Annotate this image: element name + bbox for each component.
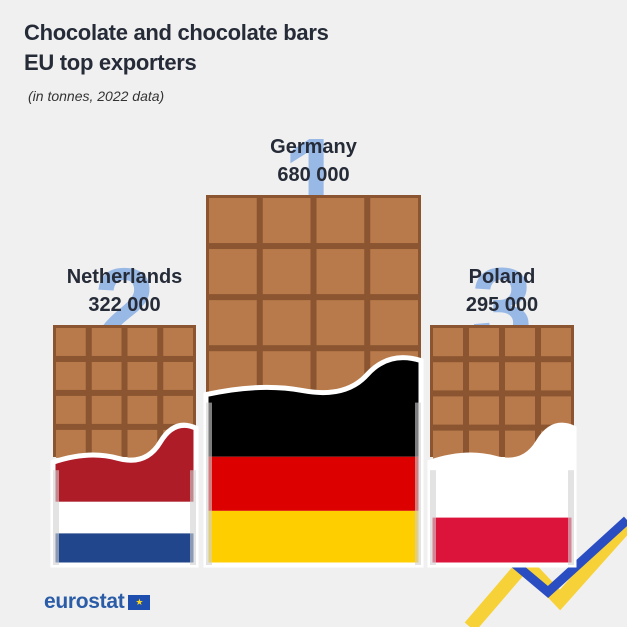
- eurostat-logo: eurostat ★: [44, 590, 151, 614]
- chocolate-piece: [56, 361, 86, 390]
- chocolate-piece: [316, 198, 365, 244]
- chocolate-piece: [433, 328, 463, 357]
- wrapper-edge: [203, 355, 424, 568]
- value-label: 680 000: [277, 164, 349, 186]
- chocolate-piece: [469, 328, 499, 357]
- chocolate-piece: [370, 198, 418, 244]
- chocolate-piece: [209, 198, 257, 244]
- chocolate-piece: [505, 362, 535, 391]
- value-label: 295 000: [466, 294, 538, 316]
- chocolate-piece: [262, 300, 311, 346]
- chocolate-piece: [91, 361, 122, 390]
- logo-text: eurostat: [44, 590, 125, 613]
- country-label: Poland: [469, 266, 536, 288]
- chart-subtitle: (in tonnes, 2022 data): [28, 88, 165, 104]
- chocolate-piece: [127, 328, 158, 356]
- chocolate-piece: [56, 429, 86, 458]
- wrapper-shade-left: [206, 402, 212, 565]
- chocolate-piece: [541, 362, 571, 391]
- chocolate-piece: [316, 249, 365, 295]
- chocolate-piece: [262, 249, 311, 295]
- value-label: 322 000: [88, 294, 160, 316]
- chocolate-piece: [127, 395, 158, 424]
- chocolate-piece: [163, 395, 193, 424]
- eu-flag-icon: ★: [128, 594, 151, 610]
- flag-wrapper: [206, 357, 421, 565]
- flag-stripe: [53, 533, 196, 565]
- chocolate-piece: [262, 198, 311, 244]
- country-label: Netherlands: [67, 266, 183, 288]
- chocolate-piece: [91, 395, 122, 424]
- wrapper-shade-right: [415, 402, 421, 565]
- title-line-2: EU top exporters: [24, 50, 197, 75]
- flag-stripe: [53, 501, 196, 534]
- chocolate-piece: [505, 396, 535, 425]
- chocolate-piece: [209, 300, 257, 346]
- chocolate-piece: [370, 249, 418, 295]
- wrapper-shade-right: [190, 470, 196, 565]
- chocolate-piece: [541, 396, 571, 425]
- chocolate-piece: [370, 300, 418, 346]
- chocolate-piece: [469, 362, 499, 391]
- chocolate-piece: [505, 328, 535, 357]
- country-label: Germany: [270, 136, 358, 158]
- chocolate-piece: [316, 300, 365, 346]
- chocolate-piece: [91, 328, 122, 356]
- flag-stripe: [206, 456, 421, 511]
- chocolate-piece: [127, 361, 158, 390]
- chocolate-piece: [163, 328, 193, 356]
- title-line-1: Chocolate and chocolate bars: [24, 20, 329, 45]
- chocolate-piece: [56, 395, 86, 424]
- wrapper-shade-right: [568, 470, 574, 565]
- wrapper-edge: [50, 422, 199, 568]
- wrapper-shade-left: [430, 470, 436, 565]
- ribbon-blue: [507, 516, 627, 598]
- chocolate-piece: [541, 328, 571, 357]
- chocolate-piece: [56, 328, 86, 356]
- chocolate-piece: [469, 396, 499, 425]
- wrapper-edge: [427, 422, 577, 568]
- flag-stripe: [430, 517, 574, 565]
- wrapper-shade-left: [53, 470, 59, 565]
- chocolate-piece: [433, 362, 463, 391]
- chocolate-piece: [433, 396, 463, 425]
- flag-stripe: [206, 510, 421, 565]
- chocolate-piece: [209, 249, 257, 295]
- chart-title: Chocolate and chocolate bars EU top expo…: [24, 18, 329, 78]
- chocolate-piece: [163, 361, 193, 390]
